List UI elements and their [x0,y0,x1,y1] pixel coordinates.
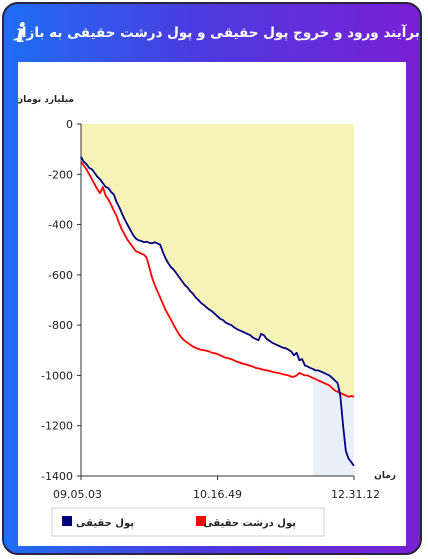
chart-legend: پول حقیقی پول درشت حقیقی [51,507,325,537]
tail-fill-area [313,369,354,476]
x-axis-label: زمان [374,471,396,481]
widget-frame: برآیند ورود و خروج پول حقیقی و پول درشت … [2,2,422,555]
series-line-real [80,156,355,467]
y-tick-label: -1200 [41,420,73,433]
widget-title: برآیند ورود و خروج پول حقیقی و پول درشت … [14,25,420,41]
y-tick-label: -1000 [41,369,73,382]
flow-chart: 0 -200 -400 -600 -800 -1000 -1200 -1400 09.05.03… [15,95,396,537]
chart-background [81,124,354,476]
y-tick-label: -800 [48,319,73,332]
chart-axes: 0 -200 -400 -600 -800 -1000 -1200 -1400 09.05.03… [41,118,380,501]
x-tick-label: 12.31.12 [331,488,380,501]
info-icon[interactable]: i [16,19,26,49]
legend-label-real: پول حقیقی [76,518,134,529]
y-tick-label: -400 [48,219,73,232]
y-tick-label: 0 [66,118,73,131]
y-axis-label: میلیارد تومان [18,95,74,105]
chart-series [80,156,355,467]
series-line-big [80,161,355,398]
y-tick-label: -200 [48,168,73,181]
x-tick-label: 10.16.49 [193,488,242,501]
fill-area [81,124,354,397]
x-tick-label: 09.05.03 [53,488,102,501]
legend-swatch-big [196,516,206,526]
widget-header: برآیند ورود و خروج پول حقیقی و پول درشت … [4,4,420,62]
legend-swatch-real [62,516,72,526]
y-tick-label: -600 [48,269,73,282]
y-tick-label: -1400 [41,470,73,483]
chart-panel: 0 -200 -400 -600 -800 -1000 -1200 -1400 09.05.03… [15,62,406,546]
watermark: LiveTSE.ir [104,430,242,463]
legend-box [51,507,325,537]
legend-label-big: پول درشت حقیقی [203,518,296,529]
